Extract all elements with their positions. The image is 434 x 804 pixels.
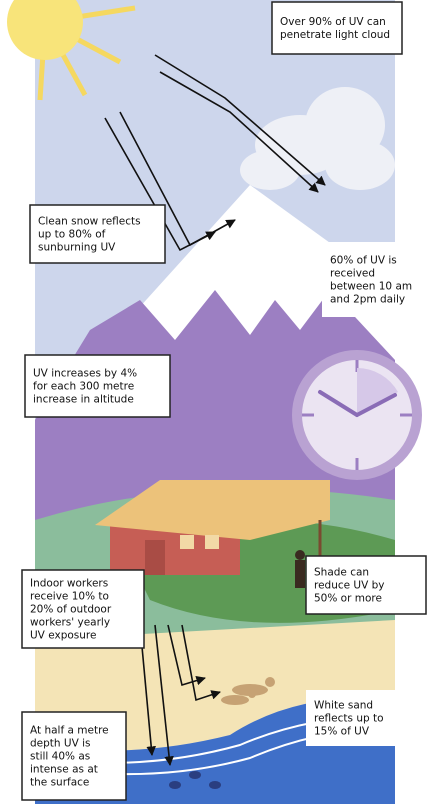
callout-text: 20% of outdoor [30, 604, 112, 616]
callout-text: 60% of UV is [330, 255, 397, 267]
callout-text: workers' yearly [30, 617, 110, 629]
callout-text: for each 300 metre [33, 381, 134, 393]
callout-text: 15% of UV [314, 726, 370, 738]
callout-text: depth UV is [30, 738, 91, 750]
callout-text: increase in altitude [33, 394, 134, 406]
callout-text: Shade can [314, 567, 369, 579]
callout-text: UV exposure [30, 630, 96, 642]
callout-text: Clean snow reflects [38, 216, 141, 228]
callout-text: between 10 am [330, 281, 412, 293]
callout-text: still 40% as [30, 751, 90, 763]
callout-text: penetrate light cloud [280, 29, 390, 41]
infographic: Over 90% of UV canpenetrate light cloud C… [0, 0, 434, 804]
callout-text: reduce UV by [314, 580, 385, 592]
clock [297, 355, 417, 475]
callout-text: received [330, 268, 375, 280]
callout-text: up to 80% of [38, 229, 106, 241]
callout-text: Indoor workers [30, 578, 108, 590]
callout-box [322, 242, 432, 317]
page: {"callouts": [ {"lines": ["Over 90% of U… [0, 0, 434, 804]
callout-text: the surface [30, 777, 89, 789]
callout-text: sunburning UV [38, 242, 116, 254]
callout-text: At half a metre [30, 725, 109, 737]
callout-text: Over 90% of UV can [280, 16, 386, 28]
callout-text: intense as at [30, 764, 98, 776]
callout-box [272, 2, 402, 54]
callout-text: 50% or more [314, 593, 382, 605]
callout-text: UV increases by 4% [33, 368, 137, 380]
callout-text: receive 10% to [30, 591, 109, 603]
callout-text: reflects up to [314, 713, 384, 725]
callout-text: White sand [314, 700, 373, 712]
callout-text: and 2pm daily [330, 294, 405, 306]
